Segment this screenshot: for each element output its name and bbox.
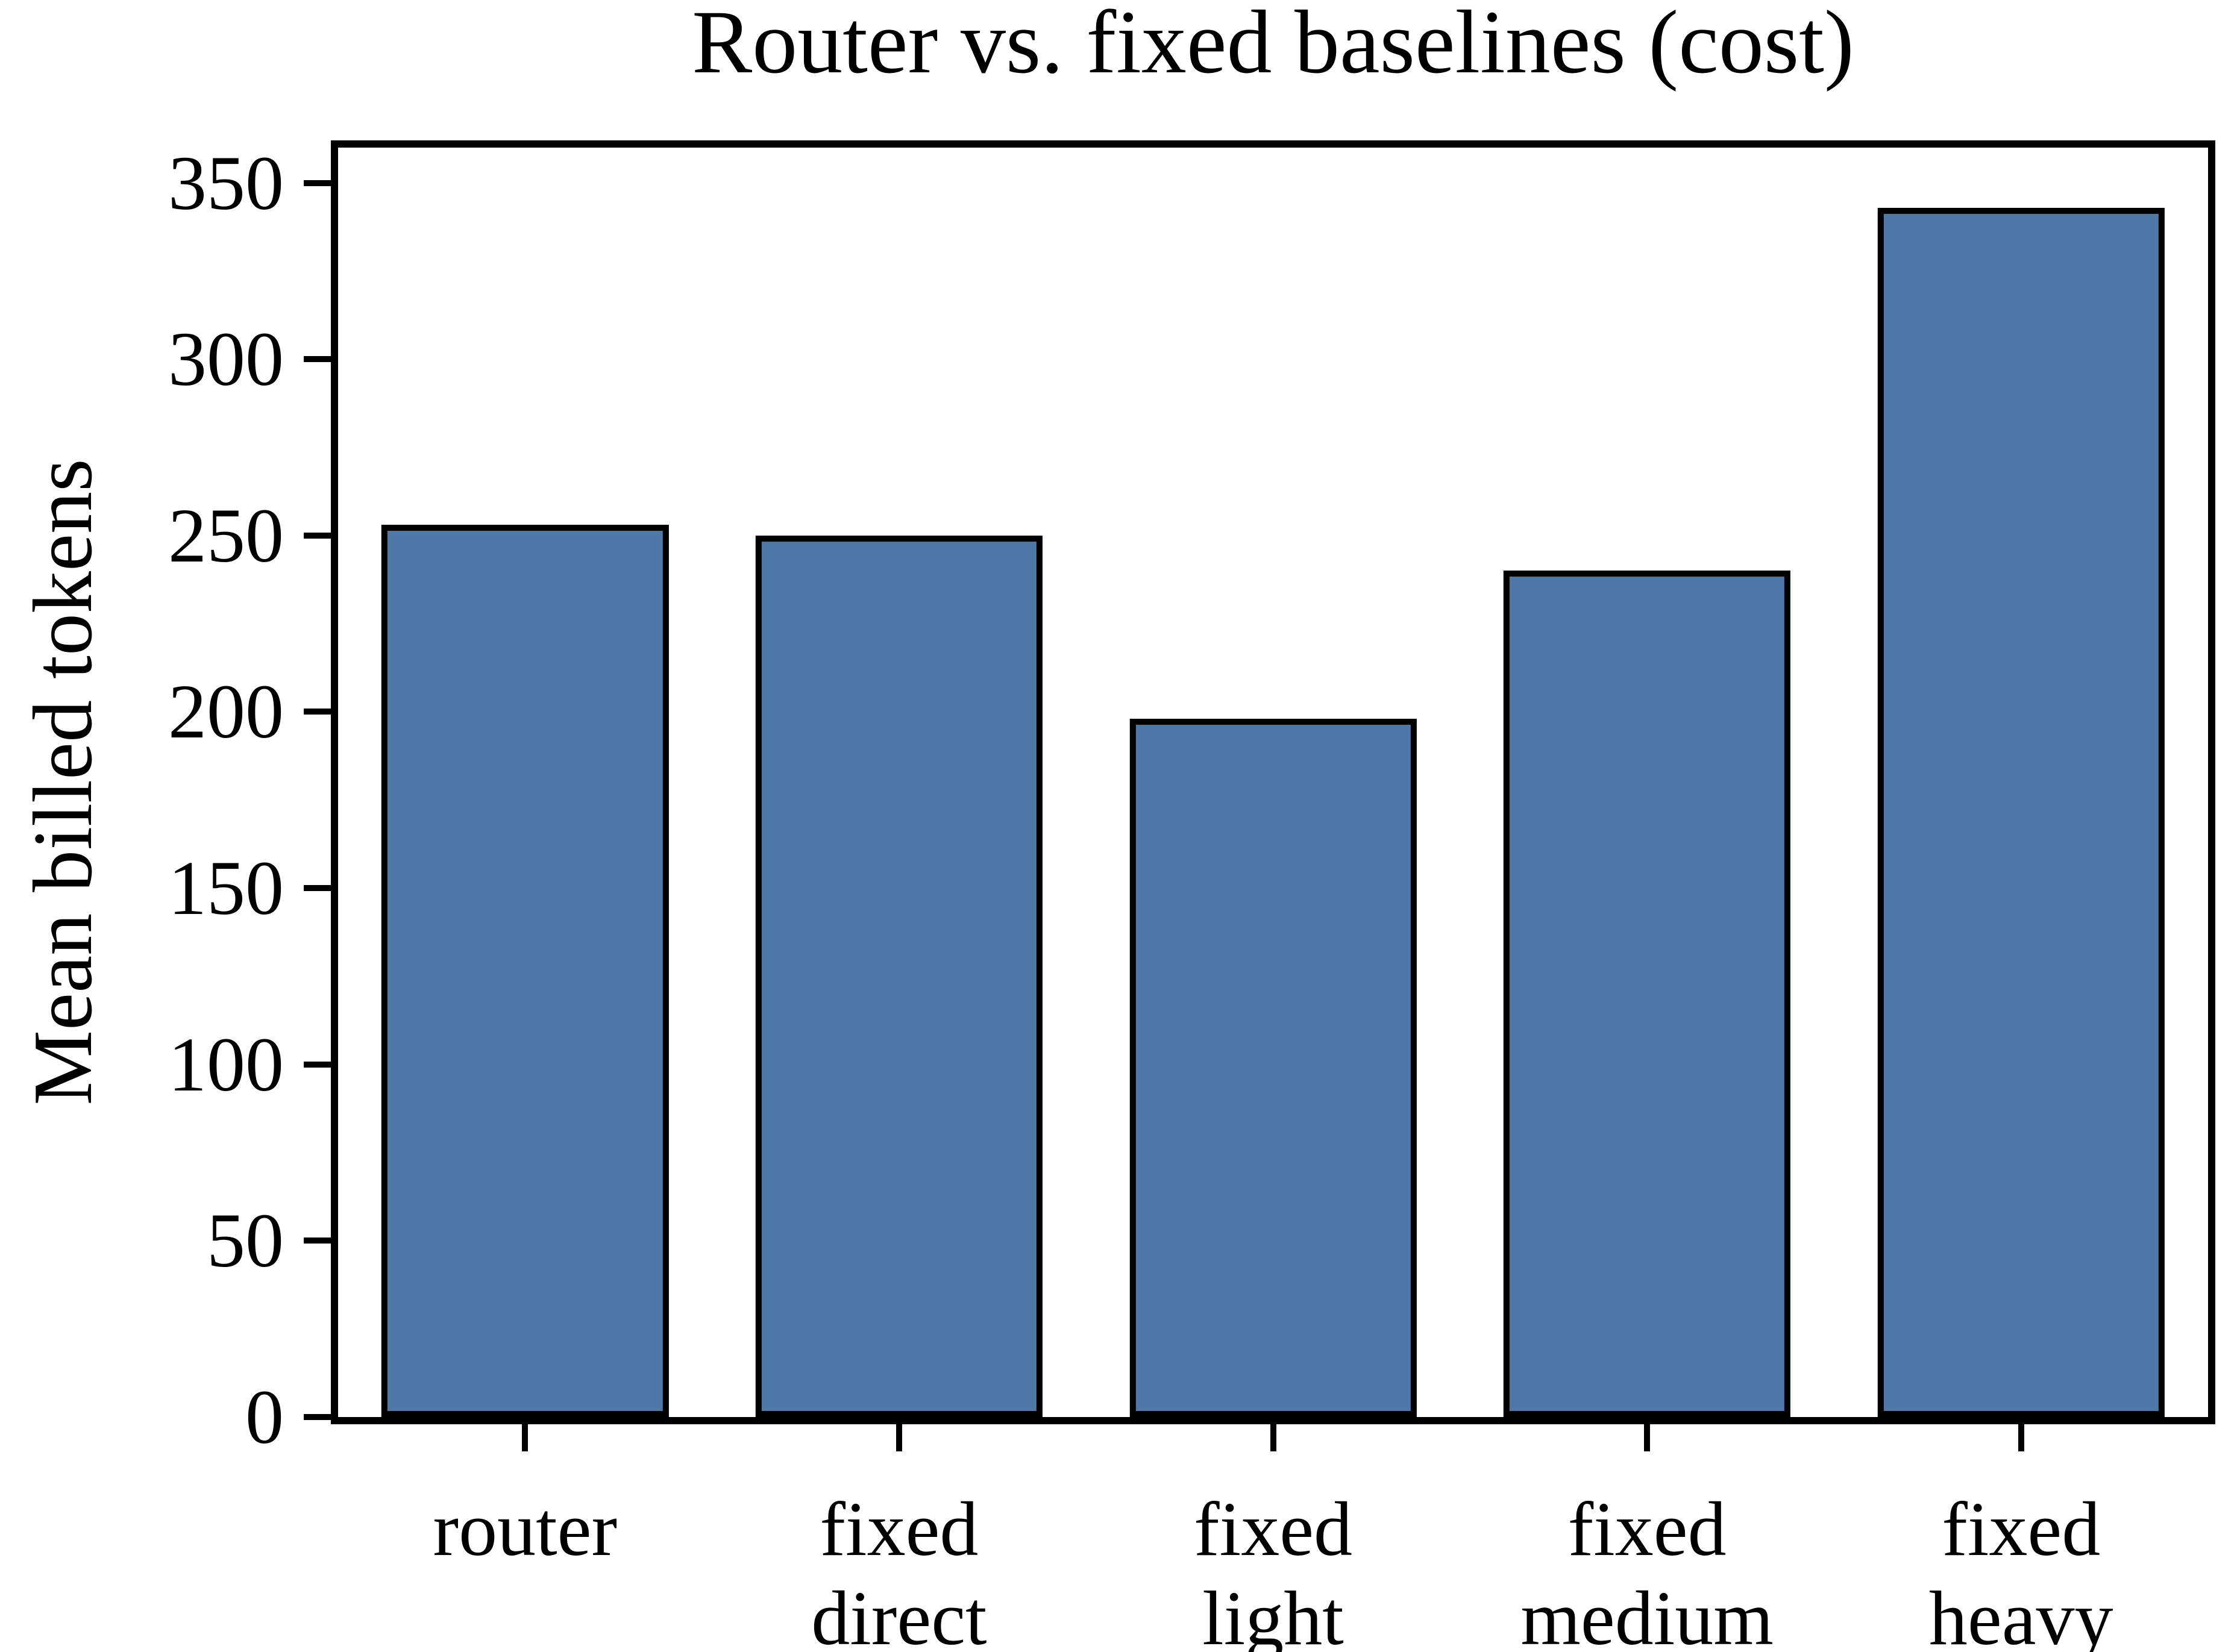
bar-fixed-light (1129, 719, 1417, 1417)
y-tick-label: 0 (245, 1374, 284, 1460)
y-tick-mark (304, 1061, 331, 1068)
y-tick-label: 100 (168, 1021, 284, 1107)
chart-title: Router vs. fixed baselines (cost) (692, 0, 1854, 92)
plot-area: 0 50 100 150 200 250 300 350 router fixed direct f… (168, 140, 2215, 1652)
x-tick-label: router (433, 1486, 618, 1572)
x-tick-label: fixed heavy (1928, 1486, 2113, 1652)
y-tick-mark (304, 885, 331, 892)
x-tick-mark (2018, 1424, 2024, 1451)
y-tick-mark (304, 1414, 331, 1420)
y-tick-label: 300 (168, 316, 284, 402)
y-tick-label: 350 (168, 140, 284, 226)
bar-fixed-medium (1503, 571, 1791, 1417)
x-tick-mark (896, 1424, 902, 1451)
y-tick-label: 200 (168, 669, 284, 755)
bar-fixed-heavy (1877, 207, 2165, 1417)
y-tick-mark (304, 709, 331, 715)
y-tick-mark (304, 356, 331, 363)
y-tick-label: 150 (168, 845, 284, 931)
y-tick-label: 50 (207, 1198, 284, 1284)
x-tick-label: fixed light (1194, 1486, 1352, 1652)
y-tick-mark (304, 1237, 331, 1244)
y-tick-mark (304, 532, 331, 539)
x-tick-label: fixed medium (1520, 1486, 1774, 1652)
x-tick-mark (522, 1424, 529, 1451)
bar-router (381, 525, 669, 1417)
bar-fixed-direct (755, 535, 1043, 1417)
x-tick-mark (1270, 1424, 1276, 1451)
x-tick-mark (1644, 1424, 1651, 1451)
x-tick-label: fixed direct (811, 1486, 987, 1652)
y-tick-label: 250 (168, 492, 284, 578)
y-tick-mark (304, 180, 331, 186)
